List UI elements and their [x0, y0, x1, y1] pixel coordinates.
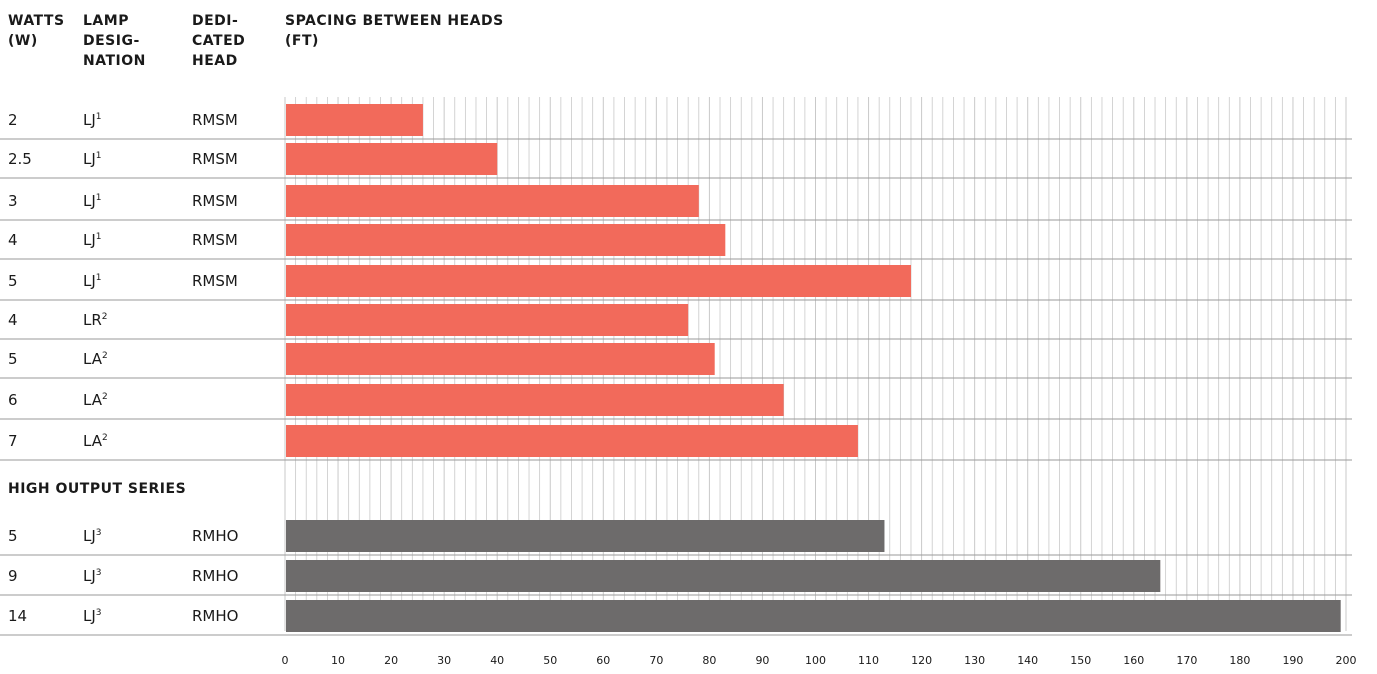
bar	[286, 104, 423, 136]
watts-cell: 5	[8, 527, 18, 545]
section-label: HIGH OUTPUT SERIES	[8, 481, 186, 497]
watts-cell: 4	[8, 311, 18, 329]
head-cell: RMHO	[192, 567, 238, 585]
head-cell: RMSM	[192, 272, 238, 290]
x-tick-label: 140	[1017, 654, 1038, 667]
spacing-header: SPACING BETWEEN HEADS	[285, 13, 504, 29]
footnote-marker: 1	[96, 193, 102, 203]
head-cell: RMSM	[192, 150, 238, 168]
x-tick-label: 160	[1123, 654, 1144, 667]
footnote-marker: 1	[96, 232, 102, 242]
footnote-marker: 3	[96, 528, 102, 538]
lamp-cell: LA2	[83, 432, 108, 450]
footnote-marker: 3	[96, 608, 102, 618]
bar	[286, 425, 858, 457]
head-cell: RMHO	[192, 527, 238, 545]
row-rules	[0, 138, 1352, 636]
watts-cell: 3	[8, 192, 18, 210]
lamp-cell: LJ3	[83, 567, 102, 585]
bar	[286, 185, 699, 217]
lamp-cell: LJ1	[83, 111, 102, 129]
lamp-designation-header: LAMP	[83, 13, 129, 29]
x-axis-ticks: 0 10 20 30 40 50 60 70 80 90 100 110 120 130 140 150 160…	[282, 654, 1357, 667]
watts-cell: 4	[8, 231, 18, 249]
lamp-cell: LJ1	[83, 272, 102, 290]
lamp-cell: LJ1	[83, 150, 102, 168]
dedicated-head-header: CATED	[192, 33, 245, 49]
head-cell: RMSM	[192, 231, 238, 249]
x-tick-label: 30	[437, 654, 451, 667]
lamp-cell: LJ3	[83, 607, 102, 625]
x-tick-label: 0	[282, 654, 289, 667]
lamp-cell: LR2	[83, 311, 108, 329]
watts-cell: 2.5	[8, 150, 32, 168]
watts-cell: 7	[8, 432, 18, 450]
bar	[286, 560, 1161, 592]
x-tick-label: 110	[858, 654, 879, 667]
head-cell: RMSM	[192, 192, 238, 210]
footnote-marker: 2	[102, 392, 108, 402]
bar	[286, 384, 784, 416]
x-tick-label: 120	[911, 654, 932, 667]
table-cells: 2 LJ1 RMSM 2.5 LJ1 RMSM 3 LJ1 RMSM 4 LJ1 RMSM 5 LJ1 RM…	[0, 111, 240, 625]
x-tick-label: 170	[1176, 654, 1197, 667]
x-tick-label: 50	[543, 654, 557, 667]
bar	[286, 600, 1341, 632]
watts-cell: 14	[8, 607, 27, 625]
head-cell: RMHO	[192, 607, 238, 625]
bar	[286, 520, 885, 552]
x-tick-label: 60	[596, 654, 610, 667]
x-tick-label: 90	[755, 654, 769, 667]
lamp-designation-header: DESIG-	[83, 33, 140, 49]
footnote-marker: 1	[96, 151, 102, 161]
column-headers: WATTS (W) LAMP DESIG- NATION DEDI- CATED HEAD SP…	[8, 13, 504, 69]
watts-cell: 6	[8, 391, 18, 409]
bar	[286, 143, 498, 175]
spacing-header: (FT)	[285, 33, 319, 49]
footnote-marker: 2	[102, 312, 108, 322]
section-label-bg	[0, 476, 240, 500]
footnote-marker: 1	[96, 273, 102, 283]
lamp-cell: LA2	[83, 391, 108, 409]
footnote-marker: 3	[96, 568, 102, 578]
watts-cell: 2	[8, 111, 18, 129]
bar	[286, 304, 689, 336]
chart-bars	[286, 104, 1341, 632]
watts-header: (W)	[8, 33, 38, 49]
watts-cell: 5	[8, 272, 18, 290]
bar	[286, 343, 715, 375]
bar	[286, 265, 911, 297]
x-tick-label: 180	[1229, 654, 1250, 667]
footnote-marker: 2	[102, 351, 108, 361]
x-tick-label: 20	[384, 654, 398, 667]
footnote-marker: 2	[102, 433, 108, 443]
dedicated-head-header: DEDI-	[192, 13, 238, 29]
lamp-cell: LJ1	[83, 231, 102, 249]
watts-header: WATTS	[8, 13, 65, 29]
dedicated-head-header: HEAD	[192, 53, 238, 69]
head-cell: RMSM	[192, 111, 238, 129]
lamp-cell: LJ3	[83, 527, 102, 545]
x-tick-label: 70	[649, 654, 663, 667]
watts-cell: 5	[8, 350, 18, 368]
x-tick-label: 100	[805, 654, 826, 667]
x-tick-label: 200	[1336, 654, 1357, 667]
bar	[286, 224, 726, 256]
x-tick-label: 190	[1282, 654, 1303, 667]
watts-cell: 9	[8, 567, 18, 585]
lamp-designation-header: NATION	[83, 53, 146, 69]
x-tick-label: 150	[1070, 654, 1091, 667]
lamp-cell: LJ1	[83, 192, 102, 210]
x-tick-label: 130	[964, 654, 985, 667]
x-tick-label: 80	[702, 654, 716, 667]
footnote-marker: 1	[96, 112, 102, 122]
lamp-cell: LA2	[83, 350, 108, 368]
x-tick-label: 40	[490, 654, 504, 667]
x-tick-label: 10	[331, 654, 345, 667]
